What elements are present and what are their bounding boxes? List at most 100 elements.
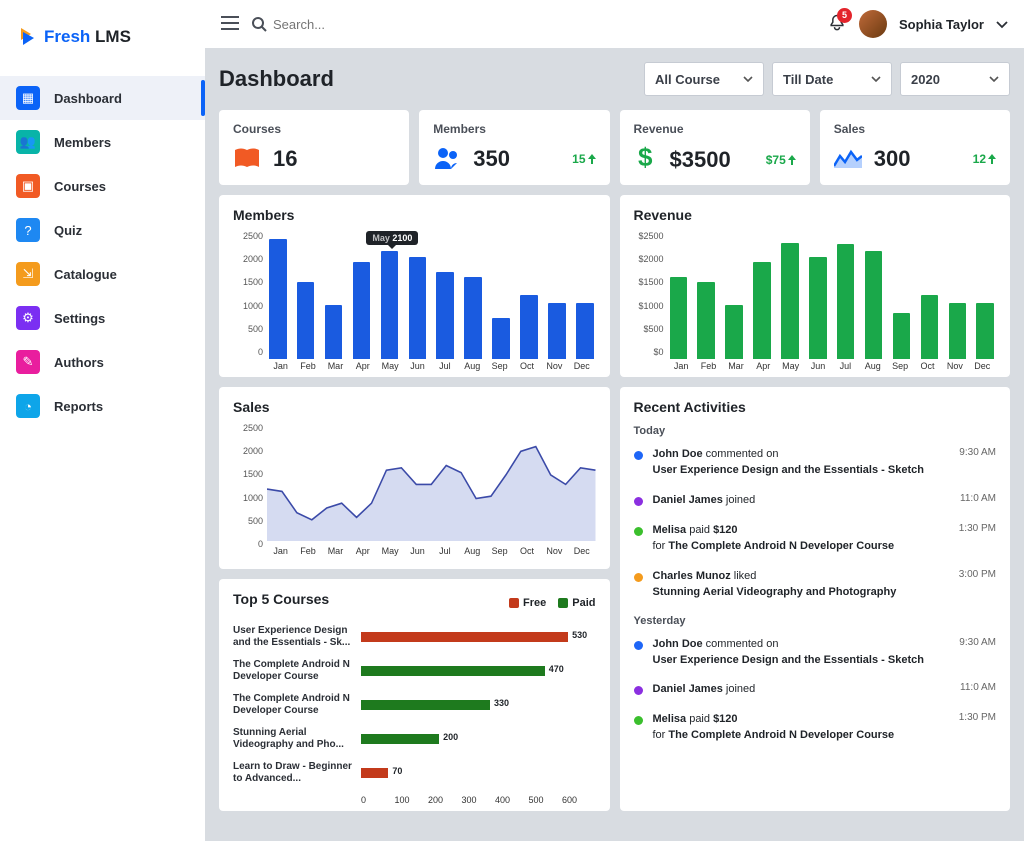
filter-date[interactable]: Till Date xyxy=(772,62,892,96)
activity-time: 11:0 AM xyxy=(960,493,996,509)
notifications-button[interactable]: 5 xyxy=(827,13,847,36)
bar[interactable] xyxy=(949,303,967,359)
settings-icon: ⚙ xyxy=(16,306,40,330)
stat-delta: $75 xyxy=(766,153,796,167)
bar[interactable] xyxy=(670,277,688,359)
brand-logo[interactable]: Fresh LMS xyxy=(0,16,205,76)
bar[interactable] xyxy=(520,295,538,359)
bar[interactable] xyxy=(837,244,855,359)
activity-item: John Doe commented onUser Experience Des… xyxy=(634,637,997,669)
sidebar-item-dashboard[interactable]: ▦Dashboard xyxy=(0,76,205,120)
top5-bar[interactable] xyxy=(361,700,490,710)
bar[interactable] xyxy=(725,305,743,359)
search-box[interactable] xyxy=(251,16,815,32)
bar[interactable] xyxy=(436,272,454,359)
search-input[interactable] xyxy=(273,17,473,32)
chart-tooltip: May 2100 xyxy=(366,231,418,245)
stat-label: Sales xyxy=(834,122,996,136)
area-icon xyxy=(834,148,862,171)
bar[interactable] xyxy=(865,251,883,359)
stat-value: 300 xyxy=(874,146,911,172)
activity-group-label: Yesterday xyxy=(634,615,997,627)
sidebar-item-catalogue[interactable]: ⇲Catalogue xyxy=(0,252,205,296)
bar[interactable] xyxy=(781,243,799,359)
top5-value: 200 xyxy=(443,732,458,742)
sidebar-item-label: Quiz xyxy=(54,223,82,238)
top5-bar[interactable] xyxy=(361,666,545,676)
top5-row: Learn to Draw - Beginner to Advanced...7… xyxy=(233,761,596,785)
bar[interactable] xyxy=(753,262,771,359)
activity-dot-icon xyxy=(634,686,643,695)
bar[interactable] xyxy=(492,318,510,359)
top5-bar[interactable] xyxy=(361,632,568,642)
top5-panel: Top 5 Courses Free Paid User Experience … xyxy=(219,579,610,811)
sidebar: Fresh LMS ▦Dashboard 👥 Members ▣Courses?Qui… xyxy=(0,0,205,841)
sidebar-item-settings[interactable]: ⚙Settings xyxy=(0,296,205,340)
stat-card-sales: Sales 300 12 xyxy=(820,110,1010,185)
arrow-up-icon xyxy=(788,155,796,165)
top5-bar[interactable] xyxy=(361,768,388,778)
arrow-up-icon xyxy=(588,154,596,164)
svg-text:$: $ xyxy=(638,146,653,170)
activity-dot-icon xyxy=(634,573,643,582)
activity-time: 9:30 AM xyxy=(959,637,996,669)
bar[interactable] xyxy=(893,313,911,359)
user-menu-chevron-icon[interactable] xyxy=(996,17,1008,32)
bar[interactable] xyxy=(297,282,315,359)
bar[interactable] xyxy=(809,257,827,359)
stat-value: 350 xyxy=(473,146,510,172)
sidebar-item-authors[interactable]: ✎Authors xyxy=(0,340,205,384)
activity-text: Daniel James joined xyxy=(653,493,951,509)
activity-group-label: Today xyxy=(634,425,997,437)
avatar[interactable] xyxy=(859,10,887,38)
stat-value: 16 xyxy=(273,146,297,172)
bar[interactable] xyxy=(921,295,939,359)
revenue-chart-panel: Revenue $2500$2000$1500$1000$500$0JanFeb… xyxy=(620,195,1011,377)
authors-icon: ✎ xyxy=(16,350,40,374)
top5-label: Learn to Draw - Beginner to Advanced... xyxy=(233,761,353,785)
bar[interactable] xyxy=(576,303,594,359)
filter-year[interactable]: 2020 xyxy=(900,62,1010,96)
bar[interactable] xyxy=(325,305,343,359)
stat-value: $3500 xyxy=(670,147,731,173)
users-icon xyxy=(433,147,461,172)
activity-item: Daniel James joined11:0 AM xyxy=(634,682,997,698)
reports-icon: ◔ xyxy=(16,394,40,418)
top5-row: User Experience Design and the Essential… xyxy=(233,625,596,649)
top5-label: Stunning Aerial Videography and Pho... xyxy=(233,727,353,751)
stat-label: Members xyxy=(433,122,595,136)
top5-value: 330 xyxy=(494,698,509,708)
bar[interactable] xyxy=(464,277,482,359)
filter-course[interactable]: All Course xyxy=(644,62,764,96)
bar[interactable] xyxy=(409,257,427,359)
bar[interactable] xyxy=(381,251,399,359)
top5-bar[interactable] xyxy=(361,734,439,744)
activity-time: 9:30 AM xyxy=(959,447,996,479)
sidebar-item-courses[interactable]: ▣Courses xyxy=(0,164,205,208)
menu-toggle-icon[interactable] xyxy=(221,16,239,33)
stat-card-courses: Courses 16 xyxy=(219,110,409,185)
activity-dot-icon xyxy=(634,497,643,506)
members-icon: 👥 xyxy=(16,130,40,154)
panel-title: Recent Activities xyxy=(634,399,997,415)
activity-text: Melisa paid $120for The Complete Android… xyxy=(653,712,949,744)
bar[interactable] xyxy=(269,239,287,359)
bar[interactable] xyxy=(976,303,994,359)
bar[interactable] xyxy=(353,262,371,359)
sidebar-item-label: Members xyxy=(54,135,111,150)
stat-card-revenue: Revenue$$3500$75 xyxy=(620,110,810,185)
activity-item: Daniel James joined 11:0 AM xyxy=(634,493,997,509)
sales-chart-panel: Sales 25002000150010005000JanFebMarAprMa… xyxy=(219,387,610,569)
bar[interactable] xyxy=(548,303,566,359)
sidebar-item-quiz[interactable]: ?Quiz xyxy=(0,208,205,252)
sidebar-item-members[interactable]: 👥 Members xyxy=(0,120,205,164)
stat-label: Courses xyxy=(233,122,395,136)
stat-card-members: Members35015 xyxy=(419,110,609,185)
chevron-down-icon xyxy=(989,76,999,82)
dashboard-icon: ▦ xyxy=(16,86,40,110)
sidebar-item-reports[interactable]: ◔Reports xyxy=(0,384,205,428)
stat-delta: 12 xyxy=(973,152,996,166)
activity-text: Melisa paid $120for The Complete Android… xyxy=(653,523,949,555)
bar[interactable] xyxy=(697,282,715,359)
search-icon xyxy=(251,16,267,32)
